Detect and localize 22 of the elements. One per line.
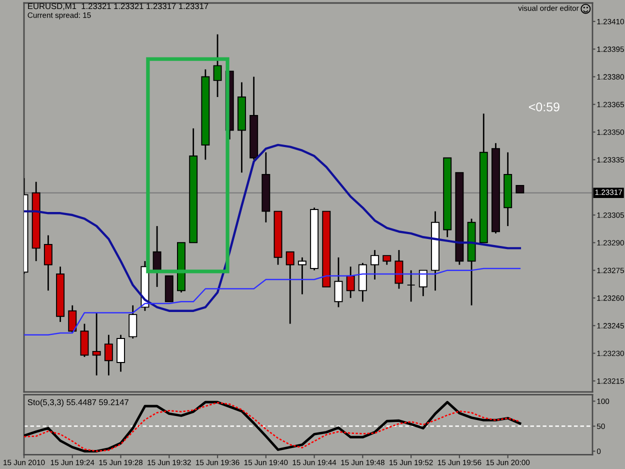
candlestick xyxy=(418,270,428,297)
candlestick xyxy=(298,256,306,295)
line-series xyxy=(24,144,522,312)
candlestick xyxy=(394,249,404,290)
candlestick xyxy=(286,251,294,324)
candlestick xyxy=(80,323,89,358)
candlestick xyxy=(68,304,77,334)
annotation: <0:59 xyxy=(528,102,560,112)
candlestick xyxy=(92,312,101,376)
candlestick xyxy=(116,334,125,372)
candlestick xyxy=(44,234,52,292)
candlestick xyxy=(346,266,355,299)
candlestick xyxy=(213,34,222,98)
candlestick xyxy=(334,256,343,308)
candlestick xyxy=(128,304,138,340)
candlestick xyxy=(370,249,380,280)
chart-title: Sto(5,3,3) 55.4487 59.2147 xyxy=(28,399,128,407)
chart-title: EURUSD,M1 1.23321 1.23321 1.23317 1.23317 xyxy=(28,3,208,10)
candlestick xyxy=(406,270,416,302)
candlestick xyxy=(382,254,392,266)
candlestick xyxy=(152,225,162,288)
candlestick xyxy=(104,334,113,376)
